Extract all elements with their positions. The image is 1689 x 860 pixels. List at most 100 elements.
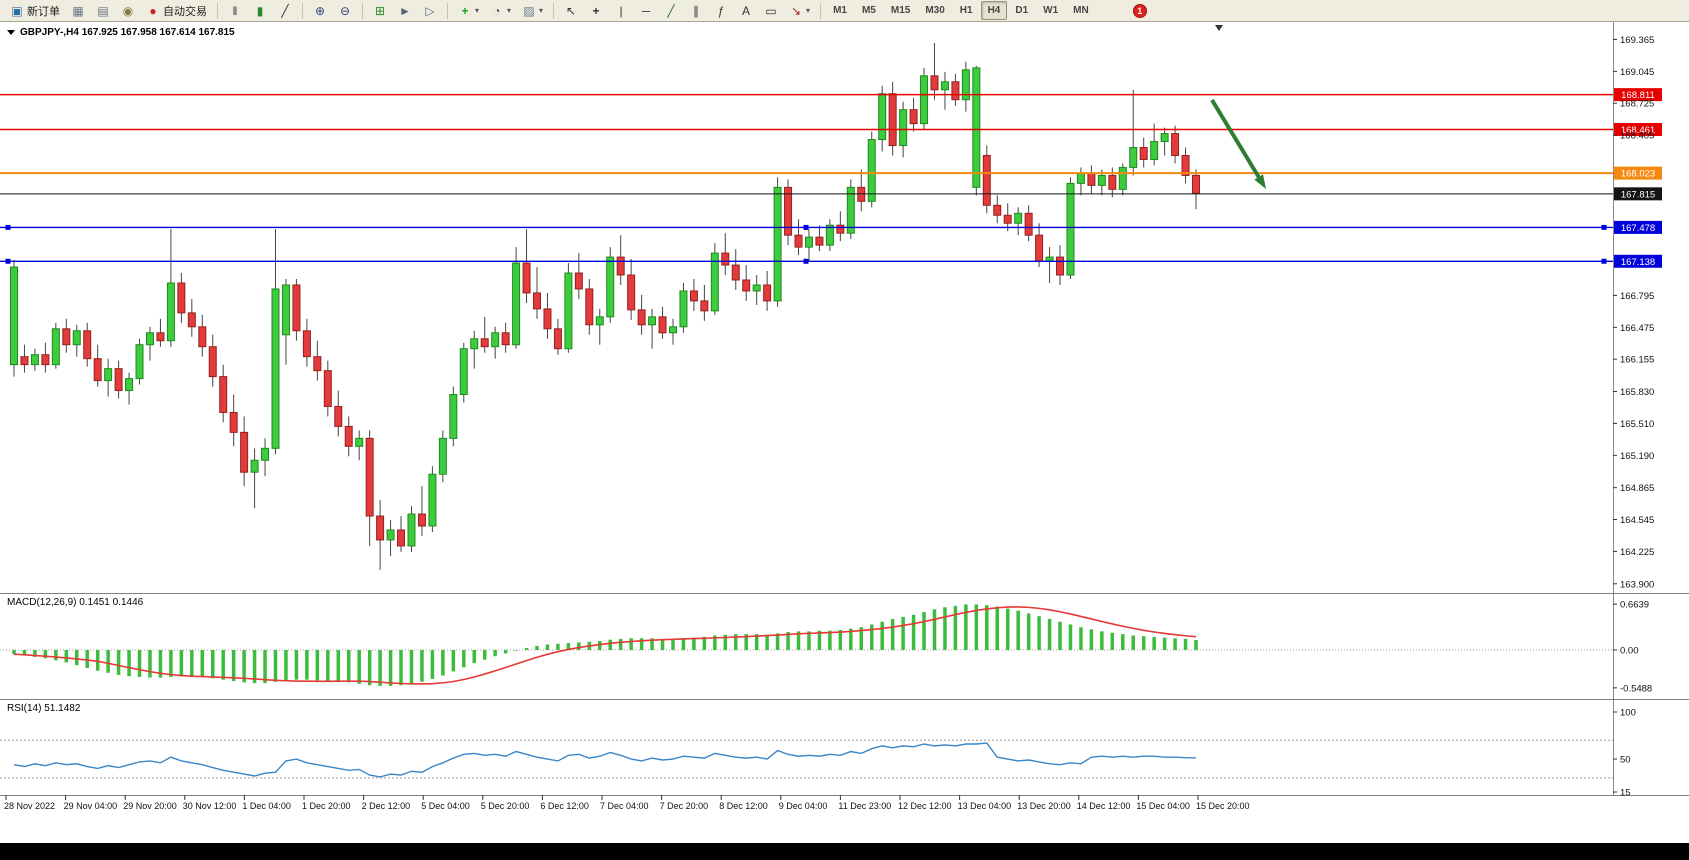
candle-down [627,274,636,311]
charts-window-button[interactable]: ▦ [66,1,90,20]
sell-direction-arrow[interactable] [1210,98,1261,179]
trendline-icon: ╱ [667,3,675,18]
caret-down-icon: ▾ [806,6,811,15]
channel-button[interactable]: ∥ [684,1,708,20]
candlestick-chart-button[interactable]: ▮ [248,1,272,20]
candle-down [1003,214,1012,224]
candle-up [470,338,479,350]
crosshair-button[interactable]: + [584,1,608,20]
candle-down [616,256,625,276]
auto-scroll-button[interactable]: ► [393,1,417,20]
indicators-button[interactable]: + ▾ [453,1,484,20]
rsi-axis-label: 15 [1620,788,1631,799]
line-handle[interactable] [1601,258,1607,264]
time-label: 29 Nov 20:00 [123,801,177,811]
candle-down [219,376,228,413]
time-label: 13 Dec 04:00 [958,801,1012,811]
tile-windows-button[interactable]: ⊞ [368,1,392,20]
candle-down [240,431,249,473]
timeframe-h4[interactable]: H4 [980,1,1008,20]
time-label: 8 Dec 12:00 [719,801,768,811]
bar-chart-button[interactable]: ‖ [223,1,247,20]
candle-up [710,252,719,312]
candle-down [302,330,311,358]
timeframe-w1[interactable]: W1 [1043,5,1059,16]
candle-down [229,411,238,433]
price-tick-label: 164.865 [1620,483,1654,494]
vertical-line-icon: | [619,3,623,18]
timeframe-m30[interactable]: M30 [925,5,945,16]
toolbar-separator [362,2,363,19]
candle-down [585,288,594,326]
candle-down [909,109,918,125]
candle-down [982,154,991,206]
candle-up [1066,182,1075,276]
arrows-button[interactable]: ↘ ▾ [784,1,815,20]
candle-up [648,316,657,326]
rsi-axis-label: 50 [1620,755,1631,766]
timeframe-m5[interactable]: M5 [861,5,876,16]
candle-down [292,284,301,332]
sell-direction-arrow-head[interactable] [1254,174,1266,189]
horizontal-line-button[interactable]: ─ [634,1,658,20]
timeframe-m1[interactable]: M1 [833,5,847,16]
candle-down [543,308,552,330]
candle-down [522,262,531,294]
price-tick-label: 168.405 [1620,131,1654,142]
candle-up [1118,166,1127,190]
line-handle[interactable] [5,224,11,230]
timeframe-m15[interactable]: M15 [890,5,911,16]
candle-down [376,515,385,541]
time-label: 11 Dec 23:00 [838,801,891,811]
chart-menu-icon[interactable] [7,30,15,35]
candle-down [553,328,562,350]
candle-up [51,328,60,366]
price-tag-text: 167.138 [1621,257,1655,268]
notification-badge[interactable]: 1 [1132,3,1147,18]
cursor-button[interactable]: ↖ [559,1,583,20]
candle-up [972,67,981,188]
autotrade-button[interactable]: ● 自动交易 [141,1,212,20]
horizontal-line-icon: ─ [641,3,651,18]
candle-down [533,292,542,310]
candle-up [166,282,175,342]
candle-down [20,356,29,366]
alerts-button[interactable]: ◉ [116,1,140,20]
candle-down [784,186,793,236]
line-handle[interactable] [5,258,11,264]
trendline-button[interactable]: ╱ [659,1,683,20]
zoom-out-button[interactable]: ⊖ [333,1,357,20]
toolbar-separator [217,2,218,19]
candle-down [1192,174,1200,194]
new-order-button[interactable]: ▣ 新订单 [5,1,65,20]
bottom-bar [0,843,1689,860]
timeframe-d1[interactable]: D1 [1015,5,1029,16]
candle-up [281,284,290,336]
time-label: 5 Dec 04:00 [421,801,470,811]
text-button[interactable]: A [734,1,758,20]
time-label: 12 Dec 12:00 [898,801,952,811]
zoom-in-button[interactable]: ⊕ [308,1,332,20]
bar-chart-icon: ‖ [232,3,238,18]
toolbar-separator [447,2,448,19]
line-chart-button[interactable]: ╱ [273,1,297,20]
toolbar-separator [820,2,822,19]
time-label: 30 Nov 12:00 [183,801,237,811]
periods-button[interactable]: ◔ ▾ [485,1,516,20]
templates-button[interactable]: ▨ ▾ [517,1,548,20]
vertical-line-button[interactable]: | [609,1,633,20]
price-tag-168.023 [1614,166,1662,180]
timeframe-h1[interactable]: H1 [959,5,973,16]
timeframe-mn[interactable]: MN [1073,5,1089,16]
price-tag-text: 167.478 [1621,223,1655,234]
text-label-button[interactable]: ▭ [759,1,783,20]
candle-up [438,437,447,475]
fibonacci-button[interactable]: ƒ [709,1,733,20]
chart-shift-button[interactable]: ▷ [418,1,442,20]
profile-button[interactable]: ▤ [91,1,115,20]
line-handle[interactable] [1601,224,1607,230]
line-handle[interactable] [803,224,809,230]
candle-down [700,300,709,312]
line-handle[interactable] [803,258,809,264]
new-order-icon: ▣ [11,3,23,18]
